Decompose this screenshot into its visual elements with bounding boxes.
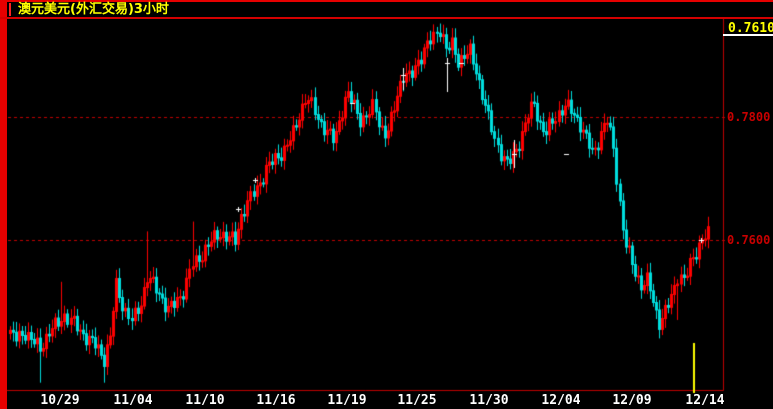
time-label-6: 11/30 [469,393,509,408]
window-border-left [0,0,7,409]
title-bar: 澳元美元(外汇交易)3小时 [7,2,773,17]
candlestick-chart-canvas[interactable] [7,17,773,394]
current-price-underline [723,34,773,36]
title-accent-bar [9,3,11,16]
current-price-label: 0.7610 [728,21,773,36]
time-label-8: 12/09 [612,393,652,408]
time-label-9: 12/14 [685,393,725,408]
window-title: 澳元美元(外汇交易)3小时 [18,2,169,17]
time-label-4: 11/19 [327,393,367,408]
time-label-1: 11/04 [113,393,153,408]
time-axis: 10/29 11/04 11/10 11/16 11/19 11/25 11/3… [0,392,773,409]
time-label-2: 11/10 [185,393,225,408]
window-border-top [0,0,773,2]
chart-top-border-line [0,17,773,19]
price-gridline-label-7800: 0.7800 [727,110,771,124]
time-label-7: 12/04 [541,393,581,408]
time-label-0: 10/29 [40,393,80,408]
time-label-3: 11/16 [256,393,296,408]
price-gridline-label-7600: 0.7600 [727,233,771,247]
time-label-5: 11/25 [397,393,437,408]
